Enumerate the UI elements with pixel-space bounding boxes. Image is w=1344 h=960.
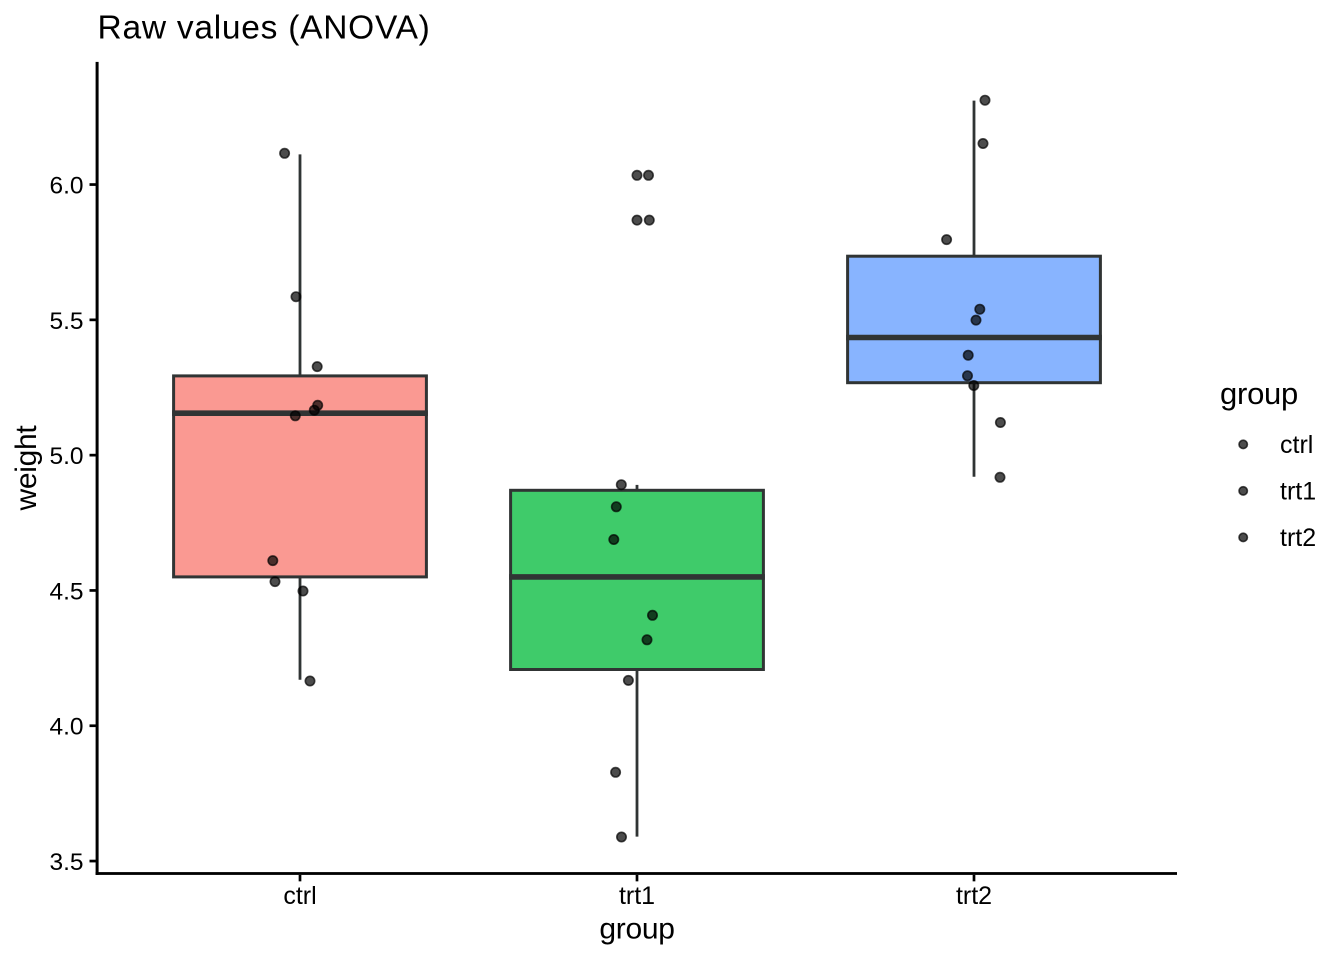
svg-text:ctrl: ctrl: [1280, 431, 1313, 459]
svg-text:group: group: [599, 912, 674, 945]
svg-text:5.5: 5.5: [49, 308, 83, 335]
svg-text:ctrl: ctrl: [283, 882, 316, 910]
svg-text:trt1: trt1: [619, 882, 655, 910]
svg-text:trt2: trt2: [1280, 524, 1316, 552]
svg-text:trt2: trt2: [956, 882, 992, 910]
svg-text:6.0: 6.0: [49, 173, 83, 200]
svg-text:Raw values (ANOVA): Raw values (ANOVA): [98, 10, 431, 47]
svg-text:group: group: [1220, 376, 1298, 411]
svg-text:3.5: 3.5: [49, 849, 83, 876]
svg-text:4.5: 4.5: [49, 578, 83, 605]
svg-text:4.0: 4.0: [49, 714, 83, 741]
svg-text:trt1: trt1: [1280, 477, 1316, 505]
svg-text:weight: weight: [10, 425, 43, 512]
svg-text:5.0: 5.0: [49, 443, 83, 470]
